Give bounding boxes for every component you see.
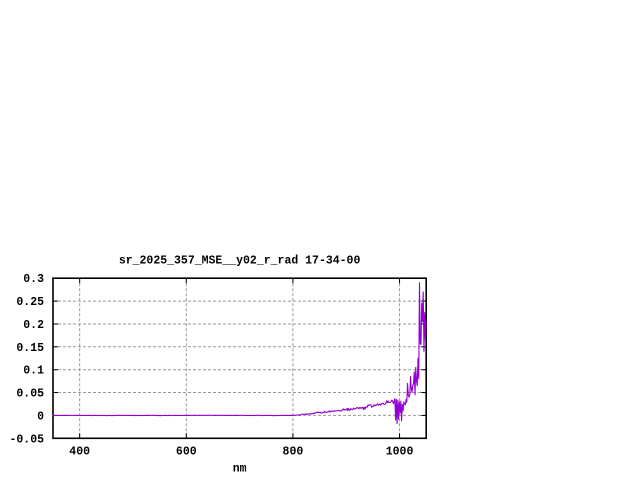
svg-text:800: 800 [283,445,304,458]
svg-text:0.05: 0.05 [16,388,44,401]
svg-text:400: 400 [69,445,90,458]
svg-text:0.1: 0.1 [23,365,44,378]
svg-text:nm: nm [233,462,247,475]
svg-text:0.25: 0.25 [16,296,44,309]
svg-text:0: 0 [37,410,44,423]
svg-text:0.3: 0.3 [23,273,44,286]
svg-text:0.15: 0.15 [16,342,44,355]
svg-text:1000: 1000 [386,445,414,458]
svg-text:0.2: 0.2 [23,319,44,332]
svg-text:600: 600 [176,445,197,458]
svg-text:sr_2025_357_MSE__y02_r_rad 17-: sr_2025_357_MSE__y02_r_rad 17-34-00 [119,255,361,268]
svg-text:-0.05: -0.05 [9,433,44,446]
